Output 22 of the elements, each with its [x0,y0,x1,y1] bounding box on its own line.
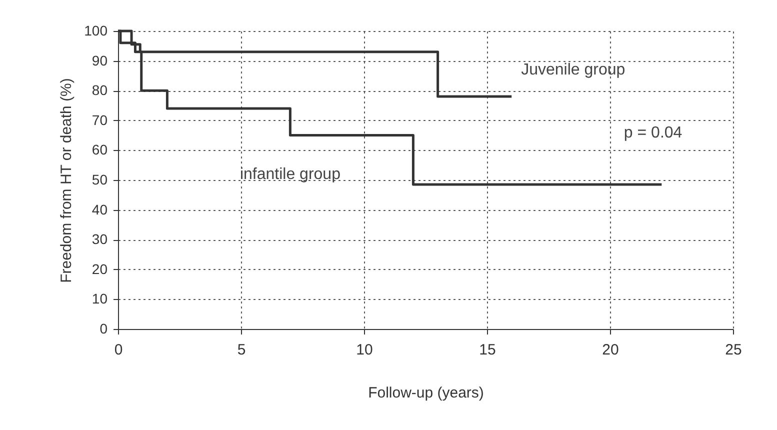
y-tick-label: 20 [92,260,108,277]
x-tick-label: 25 [725,342,742,358]
y-tick-label: 40 [92,201,108,218]
y-axis-title: Freedom from HT or death (%) [58,78,76,283]
x-tick-label: 20 [602,342,619,358]
x-tick-label: 15 [479,342,496,358]
y-tick-label: 50 [92,172,108,188]
series-label: Juvenile group [521,62,626,79]
y-tick-label: 100 [84,22,108,38]
x-tick-label: 10 [356,342,373,358]
y-tick-label: 70 [92,112,108,128]
series-label: infantile group [240,166,341,184]
x-tick-label: 0 [114,342,123,358]
y-tick-label: 10 [92,290,108,307]
y-tick-label: 80 [92,82,108,98]
y-tick-label: 0 [100,320,108,336]
y-tick-label: 90 [92,52,108,68]
x-axis-title: Follow-up (years) [368,384,484,402]
y-tick-label: 30 [92,231,108,248]
x-tick-label: 5 [237,342,246,358]
annotation: p = 0.04 [624,124,682,142]
y-tick-label: 60 [92,142,108,158]
